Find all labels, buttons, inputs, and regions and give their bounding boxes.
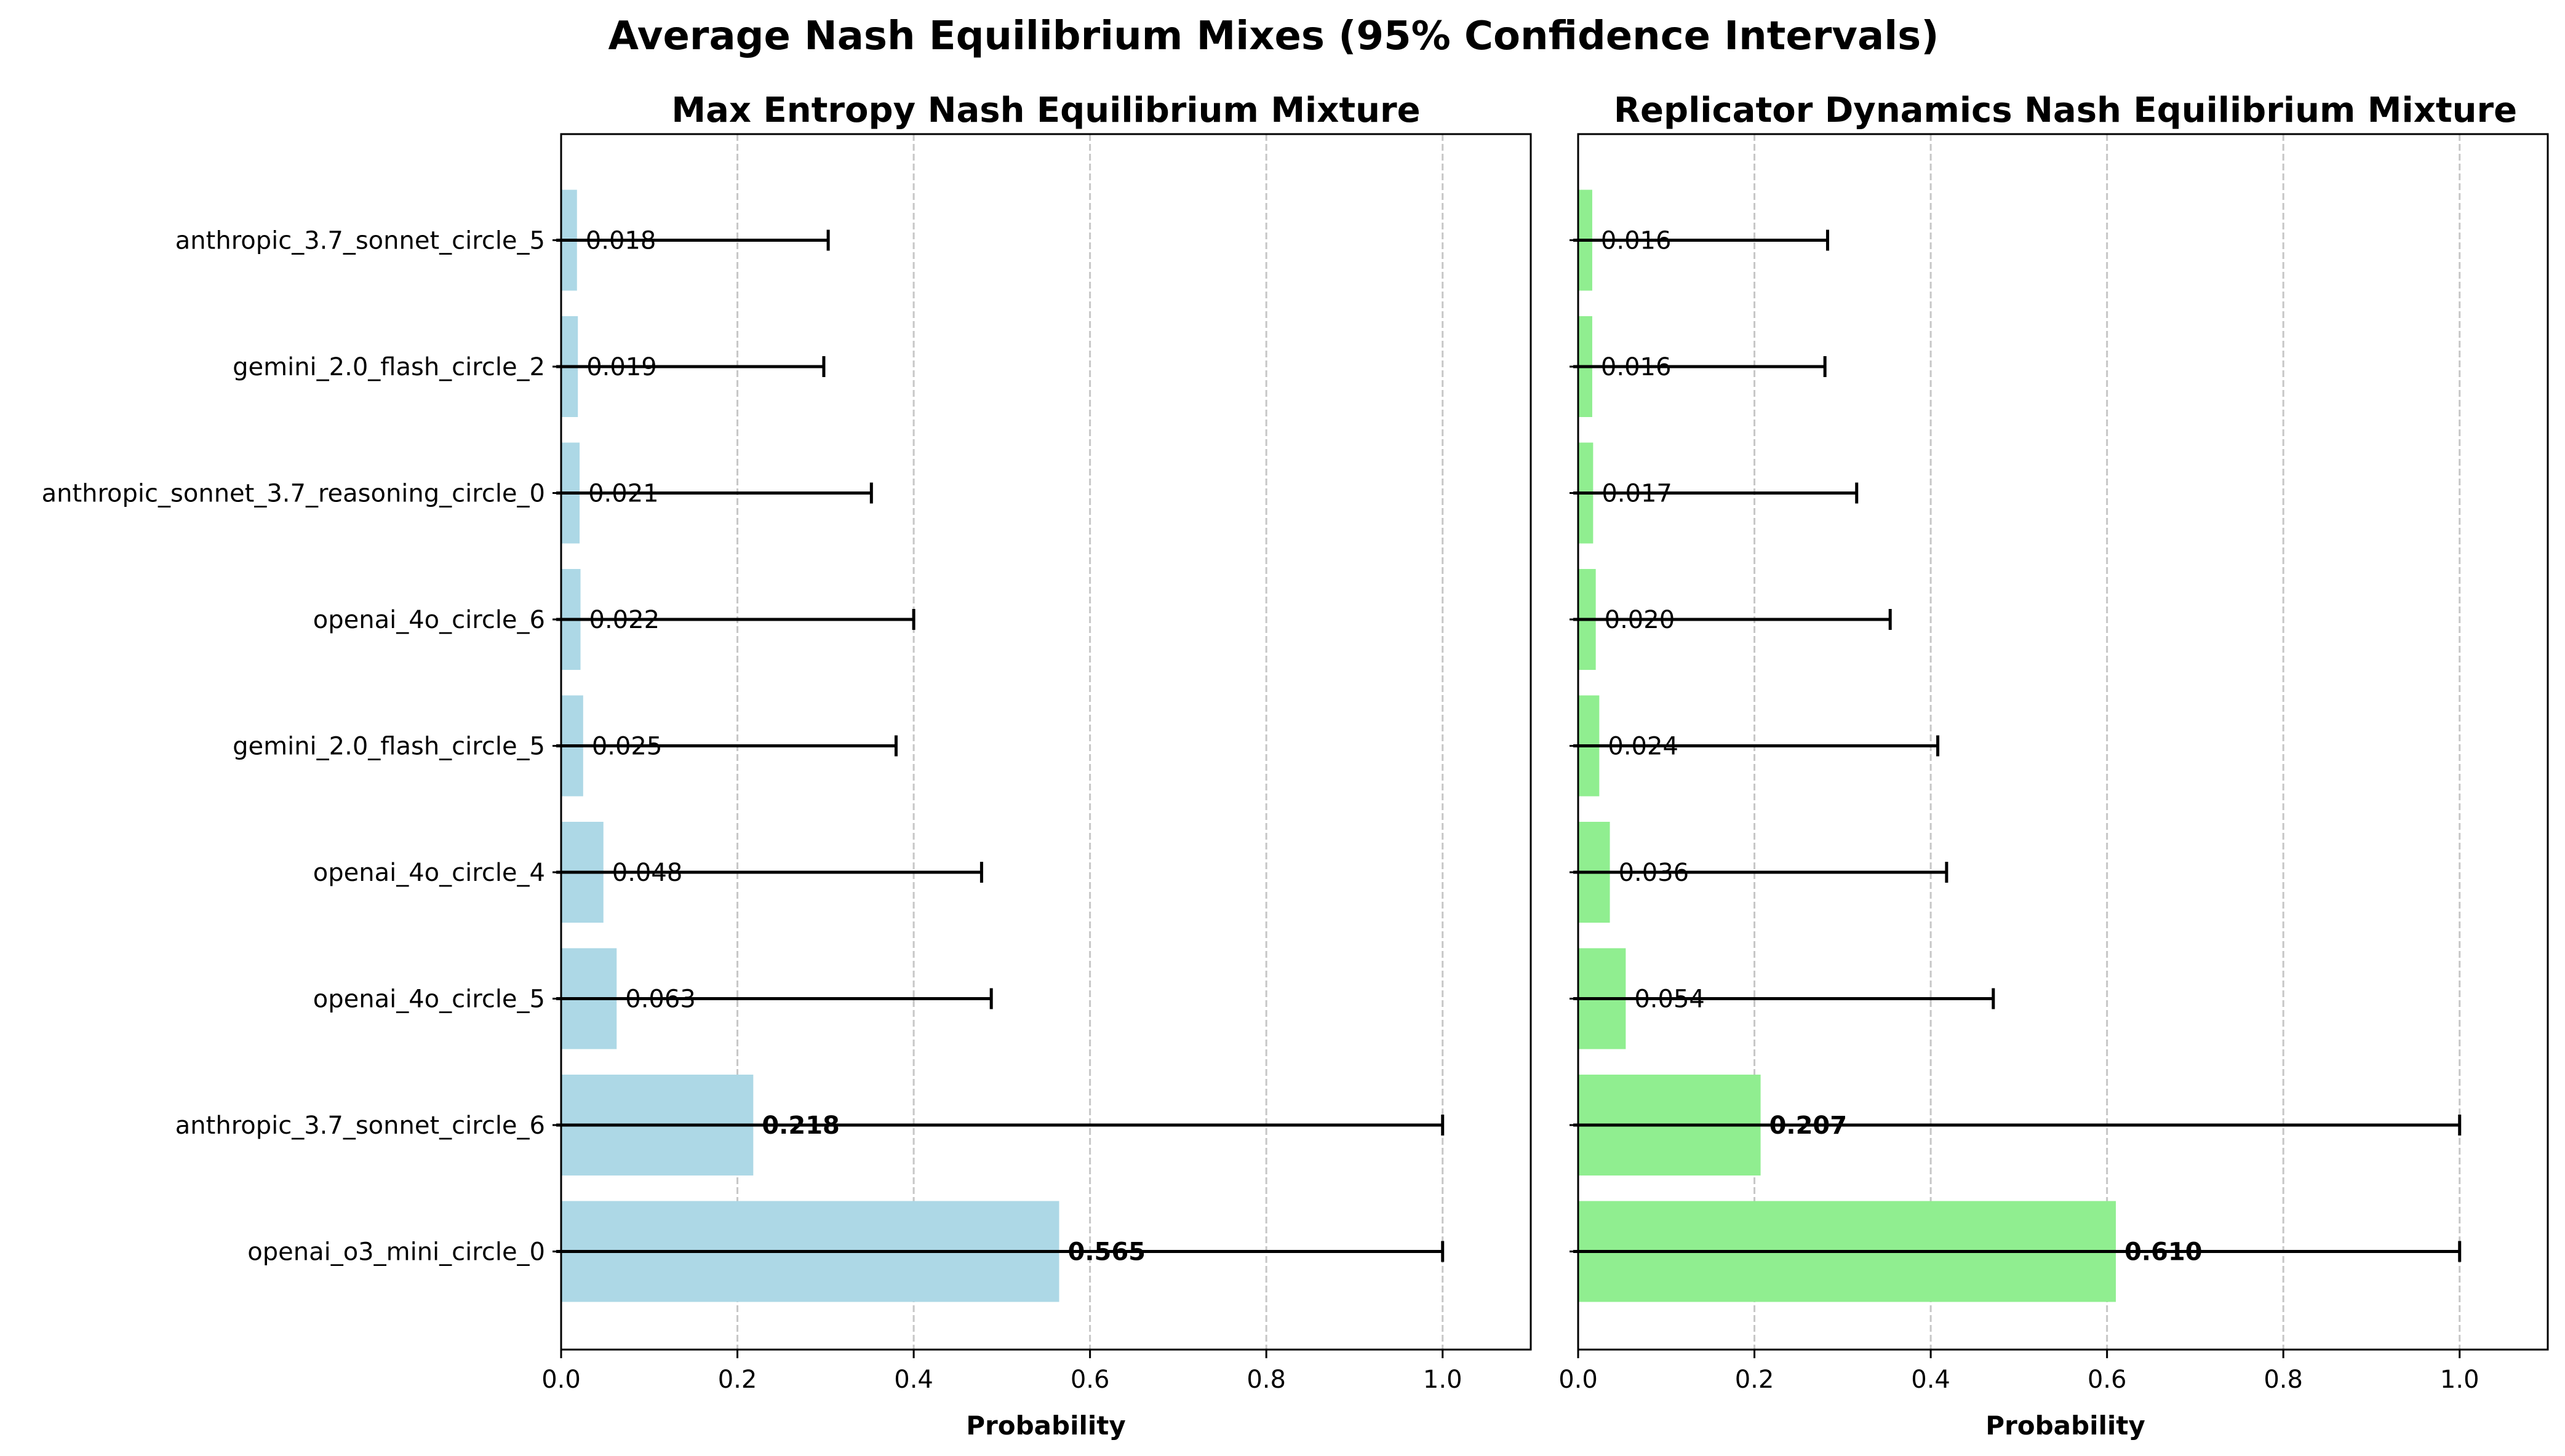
- replicator-title: Replicator Dynamics Nash Equilibrium Mix…: [1614, 90, 2517, 130]
- max-entropy-x-tick-label: 1.0: [1423, 1366, 1462, 1394]
- max-entropy-y-ticks: openai_o3_mini_circle_0 anthropic_3.7_son…: [42, 227, 561, 1267]
- replicator-x-ticks: 0.0 0.2 0.4 0.6 0.8 1.0: [1558, 1350, 2479, 1394]
- replicator-y-ticks: [1570, 239, 1578, 1252]
- category-label: anthropic_sonnet_3.7_reasoning_circle_0: [42, 480, 545, 508]
- max-entropy-axes-frame: [560, 133, 1532, 1351]
- max-entropy-value-label: 0.022: [589, 606, 660, 634]
- max-entropy-x-tick-label: 0.2: [718, 1366, 757, 1394]
- category-label: openai_o3_mini_circle_0: [247, 1238, 545, 1267]
- max-entropy-title: Max Entropy Nash Equilibrium Mixture: [671, 90, 1420, 130]
- max-entropy-grid: [736, 134, 1444, 1350]
- max-entropy-value-label: 0.063: [625, 985, 696, 1014]
- replicator-x-tick-label: 0.0: [1558, 1366, 1598, 1394]
- max-entropy-x-tick-label: 0.0: [541, 1366, 581, 1394]
- category-label: gemini_2.0_flash_circle_2: [233, 353, 545, 381]
- category-label: anthropic_3.7_sonnet_circle_6: [175, 1112, 545, 1140]
- replicator-value-label: 0.017: [1602, 480, 1672, 508]
- replicator-x-tick-label: 0.8: [2264, 1366, 2303, 1394]
- replicator-value-label: 0.036: [1619, 859, 1689, 887]
- category-label: openai_4o_circle_6: [313, 606, 545, 634]
- replicator-value-label: 0.016: [1601, 353, 1672, 381]
- max-entropy-value-label: 0.048: [612, 859, 683, 887]
- max-entropy-panel: Max Entropy Nash Equilibrium Mixture Pro…: [42, 90, 1532, 1441]
- max-entropy-xlabel: Probability: [966, 1410, 1125, 1441]
- replicator-x-tick-label: 0.4: [1911, 1366, 1950, 1394]
- replicator-value-label: 0.016: [1601, 227, 1672, 255]
- max-entropy-x-ticks: 0.0 0.2 0.4 0.6 0.8 1.0: [541, 1350, 1462, 1394]
- category-label: openai_4o_circle_5: [313, 985, 545, 1014]
- max-entropy-value-label: 0.565: [1067, 1238, 1146, 1267]
- max-entropy-errorbars: [556, 229, 1445, 1262]
- max-entropy-x-tick-label: 0.6: [1071, 1366, 1110, 1394]
- replicator-value-label: 0.610: [2124, 1238, 2203, 1267]
- replicator-panel: Replicator Dynamics Nash Equilibrium Mix…: [1558, 90, 2549, 1441]
- replicator-x-tick-label: 0.2: [1735, 1366, 1774, 1394]
- replicator-xlabel: Probability: [1985, 1410, 2145, 1441]
- replicator-value-label: 0.207: [1769, 1112, 1848, 1140]
- figure-title: Average Nash Equilibrium Mixes (95% Conf…: [608, 14, 1939, 59]
- replicator-value-label: 0.020: [1605, 606, 1675, 634]
- replicator-value-label: 0.054: [1634, 985, 1705, 1014]
- max-entropy-value-labels: 0.565 0.218 0.063 0.048 0.025 0.022 0.021 0.019…: [586, 227, 1146, 1267]
- replicator-axes-frame: [1577, 133, 2549, 1351]
- replicator-errorbars: [1573, 229, 2462, 1262]
- max-entropy-value-label: 0.021: [588, 480, 659, 508]
- replicator-x-tick-label: 0.6: [2088, 1366, 2127, 1394]
- max-entropy-value-label: 0.025: [592, 733, 663, 761]
- category-label: anthropic_3.7_sonnet_circle_5: [175, 227, 545, 255]
- max-entropy-value-label: 0.019: [586, 353, 657, 381]
- max-entropy-value-label: 0.018: [586, 227, 656, 255]
- category-label: gemini_2.0_flash_circle_5: [233, 733, 545, 761]
- max-entropy-x-tick-label: 0.4: [894, 1366, 933, 1394]
- max-entropy-value-label: 0.218: [762, 1112, 840, 1140]
- replicator-value-label: 0.024: [1608, 733, 1678, 761]
- replicator-x-tick-label: 1.0: [2440, 1366, 2479, 1394]
- replicator-grid: [1753, 134, 2461, 1350]
- replicator-value-labels: 0.610 0.207 0.054 0.036 0.024 0.020 0.017 0.016…: [1601, 227, 2203, 1267]
- category-label: openai_4o_circle_4: [313, 859, 545, 887]
- max-entropy-x-tick-label: 0.8: [1247, 1366, 1286, 1394]
